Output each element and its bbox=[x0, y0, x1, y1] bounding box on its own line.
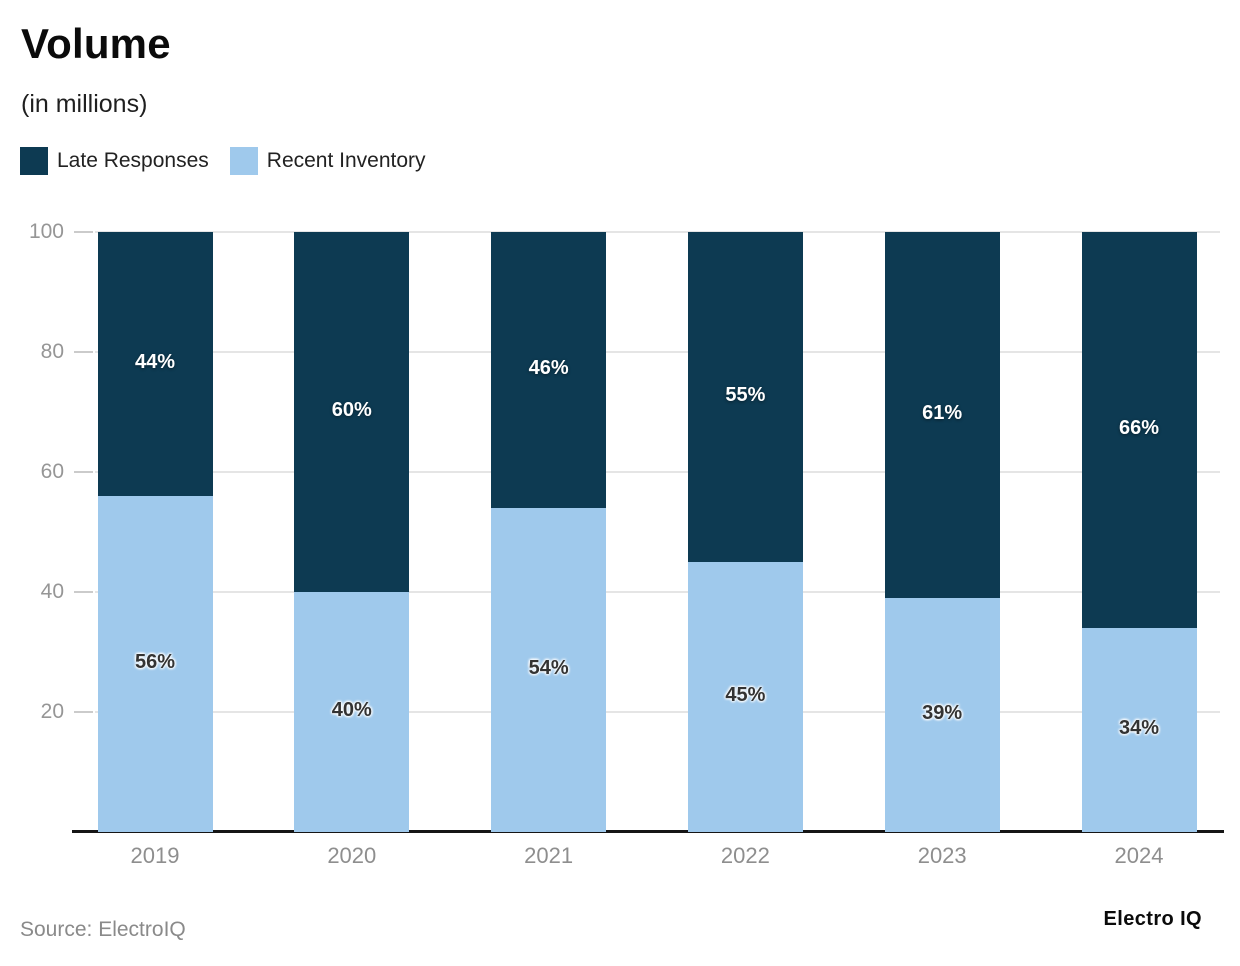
bar-2024-late-responses: 66% bbox=[1081, 232, 1197, 628]
legend-item-0: Late Responses bbox=[20, 147, 209, 175]
x-axis-label-2022: 2022 bbox=[720, 843, 770, 868]
bar-value-label: 66% bbox=[1118, 417, 1160, 439]
bar-value-label: 61% bbox=[922, 402, 963, 424]
x-axis-label-2020: 2020 bbox=[327, 843, 377, 868]
legend-item-1: Recent Inventory bbox=[229, 147, 426, 175]
bar-2020-late-responses: 60% bbox=[294, 232, 410, 592]
y-tick-100 bbox=[74, 231, 93, 233]
gridline-40 bbox=[95, 591, 1220, 593]
bar-2020-recent-inventory: 40% bbox=[294, 592, 410, 832]
x-axis-label-2019: 2019 bbox=[130, 843, 180, 868]
y-tick-40 bbox=[74, 591, 93, 593]
bar-2022-late-responses: 55% bbox=[687, 232, 803, 562]
x-axis-label-2024: 2024 bbox=[1114, 843, 1164, 868]
bar-value-label: 56% bbox=[134, 651, 176, 673]
y-axis-label-80: 80 bbox=[40, 340, 64, 363]
gridline-20 bbox=[95, 711, 1220, 713]
x-axis-line bbox=[72, 830, 1224, 833]
bar-value-label: 45% bbox=[725, 684, 766, 706]
legend-label: Recent Inventory bbox=[266, 149, 426, 172]
bar-2023-late-responses: 61% bbox=[884, 232, 1000, 598]
legend-label: Late Responses bbox=[57, 149, 209, 172]
brand-logo: Electro IQ bbox=[1103, 908, 1202, 930]
bar-value-label: 39% bbox=[922, 702, 963, 724]
y-axis-label-20: 20 bbox=[40, 700, 64, 723]
bar-2024-recent-inventory: 34% bbox=[1081, 628, 1197, 832]
legend: Late Responses Recent Inventory bbox=[20, 147, 447, 175]
source-note: Source: ElectroIQ bbox=[20, 918, 186, 941]
y-tick-20 bbox=[74, 711, 93, 713]
y-tick-80 bbox=[74, 351, 93, 353]
bar-value-label: 60% bbox=[331, 399, 372, 421]
legend-swatch-icon bbox=[20, 147, 48, 175]
bar-2019-recent-inventory: 56% bbox=[97, 496, 213, 832]
gridline-100 bbox=[95, 231, 1220, 233]
gridline-60 bbox=[95, 471, 1220, 473]
bar-2023-recent-inventory: 39% bbox=[884, 598, 1000, 832]
bar-2021-recent-inventory: 54% bbox=[491, 508, 607, 832]
chart-subtitle: (in millions) bbox=[21, 90, 148, 118]
bar-value-label: 44% bbox=[134, 351, 176, 373]
bar-value-label: 54% bbox=[528, 657, 569, 679]
bar-value-label: 46% bbox=[528, 357, 569, 379]
x-axis-label-2021: 2021 bbox=[524, 843, 574, 868]
bar-2022-recent-inventory: 45% bbox=[687, 562, 803, 832]
y-axis-label-100: 100 bbox=[28, 220, 64, 243]
bar-value-label: 55% bbox=[725, 384, 766, 406]
bar-2019-late-responses: 44% bbox=[97, 232, 213, 496]
x-axis-label-2023: 2023 bbox=[917, 843, 967, 868]
legend-swatch-icon bbox=[229, 147, 258, 175]
bar-value-label: 40% bbox=[331, 699, 372, 721]
y-axis-label-40: 40 bbox=[40, 580, 64, 603]
y-axis-label-60: 60 bbox=[40, 460, 64, 483]
bar-2021-late-responses: 46% bbox=[491, 232, 607, 508]
bar-value-label: 34% bbox=[1118, 717, 1160, 739]
chart-title: Volume bbox=[21, 20, 171, 67]
gridline-80 bbox=[95, 351, 1220, 353]
y-tick-60 bbox=[74, 471, 93, 473]
